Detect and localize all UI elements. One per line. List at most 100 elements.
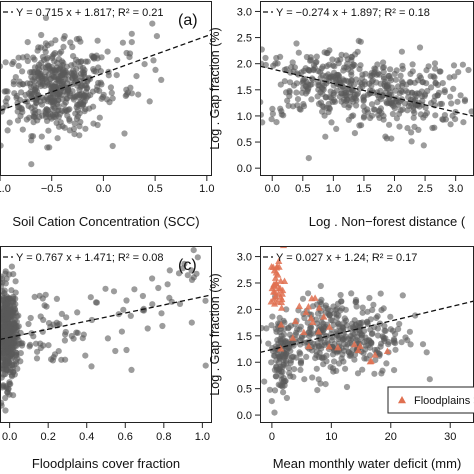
- point-b-0-218: [224, 103, 230, 109]
- ytick-label-b-4: 2.0: [237, 59, 252, 71]
- point-b-1-129: [368, 101, 376, 108]
- point-b-0-12: [273, 119, 280, 126]
- point-c-1-55: [27, 314, 34, 322]
- point-c-2-28: [82, 352, 89, 359]
- point-a-0-394: [92, 68, 99, 75]
- point-d-0-259: [320, 354, 327, 361]
- point-d-1-48: [285, 325, 292, 332]
- point-a-0-374: [35, 81, 42, 88]
- point-d-0-117: [268, 359, 275, 366]
- ytick-label-d-0: 0.0: [237, 410, 252, 422]
- point-d-1-78: [282, 357, 290, 364]
- xtick-label-a-0: −1.0: [0, 183, 11, 195]
- point-c-1-38: [7, 320, 14, 327]
- point-b-1-57: [423, 109, 430, 117]
- point-b-1-5: [447, 93, 454, 100]
- point-c-3-5: [188, 267, 195, 274]
- point-b-0-94: [392, 76, 399, 83]
- ytick-label-b-6: 3.0: [237, 6, 252, 18]
- point-c-2-0: [176, 300, 184, 307]
- point-d-0-372: [306, 328, 313, 335]
- point-b-0-304: [317, 89, 324, 96]
- point-d-0-282: [224, 291, 230, 297]
- point-a-0-205: [71, 120, 78, 127]
- point-a-0-243: [38, 133, 45, 140]
- xtick-label-b-0: 0.0: [265, 183, 280, 195]
- point-b-0-32: [305, 155, 312, 162]
- point-a-0-348: [42, 111, 50, 118]
- point-b-1-134: [375, 111, 382, 118]
- point-a-0-253: [44, 117, 51, 124]
- triangle-d-0-32: [267, 298, 275, 305]
- point-b-0-135: [287, 79, 294, 86]
- point-b-0-238: [331, 98, 339, 105]
- xtick-label-d-2: 20: [385, 431, 397, 443]
- point-b-1-98: [410, 114, 417, 121]
- point-b-1-140: [358, 122, 365, 129]
- point-a-1-21: [119, 39, 126, 46]
- point-d-0-285: [291, 366, 298, 373]
- point-b-1-104: [441, 87, 448, 94]
- equation-b: Y = −0.274 x + 1.897; R² = 0.18: [276, 7, 430, 19]
- point-b-1-6: [427, 73, 434, 80]
- point-c-2-30: [144, 325, 151, 332]
- point-b-0-61: [356, 66, 363, 73]
- point-a-0-417: [34, 47, 41, 54]
- point-c-2-6: [73, 329, 80, 336]
- point-c-1-47: [79, 335, 86, 342]
- point-d-0-341: [363, 337, 370, 344]
- point-d-0-72: [359, 304, 366, 311]
- point-d-0-327: [304, 319, 311, 326]
- point-a-0-370: [54, 59, 61, 66]
- point-a-0-379: [76, 123, 83, 130]
- point-c-2-24: [202, 297, 209, 304]
- point-c-0-408: [9, 333, 16, 340]
- point-b-0-174: [393, 67, 400, 74]
- point-c-2-26: [139, 292, 146, 300]
- point-c-1-52: [45, 320, 53, 327]
- point-b-1-162: [422, 104, 429, 111]
- point-d-0-333: [423, 349, 430, 356]
- point-b-1-112: [459, 61, 466, 68]
- point-d-0-373: [299, 295, 307, 302]
- triangle-d-2-4: [334, 343, 342, 351]
- point-a-0-322: [60, 43, 67, 51]
- ytick-label-d-1: 0.5: [237, 384, 252, 396]
- point-d-1-75: [281, 382, 288, 389]
- triangle-d-1-17: [304, 303, 313, 310]
- point-a-0-332: [17, 112, 24, 120]
- point-c-2-4: [128, 366, 135, 373]
- point-d-1-81: [279, 336, 286, 343]
- point-b-1-170: [434, 92, 441, 99]
- point-c-0-417: [5, 357, 12, 364]
- point-b-0-286: [277, 53, 284, 61]
- point-b-1-158: [408, 129, 415, 136]
- point-c-2-16: [102, 285, 109, 292]
- point-d-0-253: [286, 331, 294, 338]
- point-a-0-20: [82, 125, 89, 132]
- point-a-0-457: [54, 100, 61, 107]
- point-b-0-272: [293, 89, 300, 96]
- point-a-0-409: [65, 76, 72, 83]
- point-b-1-163: [399, 80, 406, 87]
- x-axis-label-c: Floodplains cover fraction: [32, 456, 180, 471]
- point-a-0-430: [35, 69, 42, 76]
- point-c-0-407: [0, 305, 7, 313]
- point-a-1-20: [146, 98, 153, 105]
- point-d-0-4: [377, 290, 384, 297]
- point-d-0-348: [347, 336, 354, 343]
- point-d-0-228: [333, 314, 340, 321]
- point-a-0-359: [1, 88, 8, 95]
- point-a-1-27: [107, 84, 114, 91]
- point-d-0-30: [396, 320, 403, 328]
- point-d-1-74: [271, 387, 279, 394]
- point-d-0-137: [359, 366, 366, 373]
- triangle-d-1-12: [289, 334, 297, 341]
- point-a-0-446: [45, 81, 52, 89]
- triangle-d-0-34: [277, 298, 286, 306]
- xtick-label-d-1: 10: [325, 431, 337, 443]
- triangle-d-2-0: [371, 351, 379, 358]
- point-d-0-317: [339, 324, 346, 331]
- point-b-1-131: [439, 80, 446, 87]
- triangle-d-2-3: [383, 347, 391, 354]
